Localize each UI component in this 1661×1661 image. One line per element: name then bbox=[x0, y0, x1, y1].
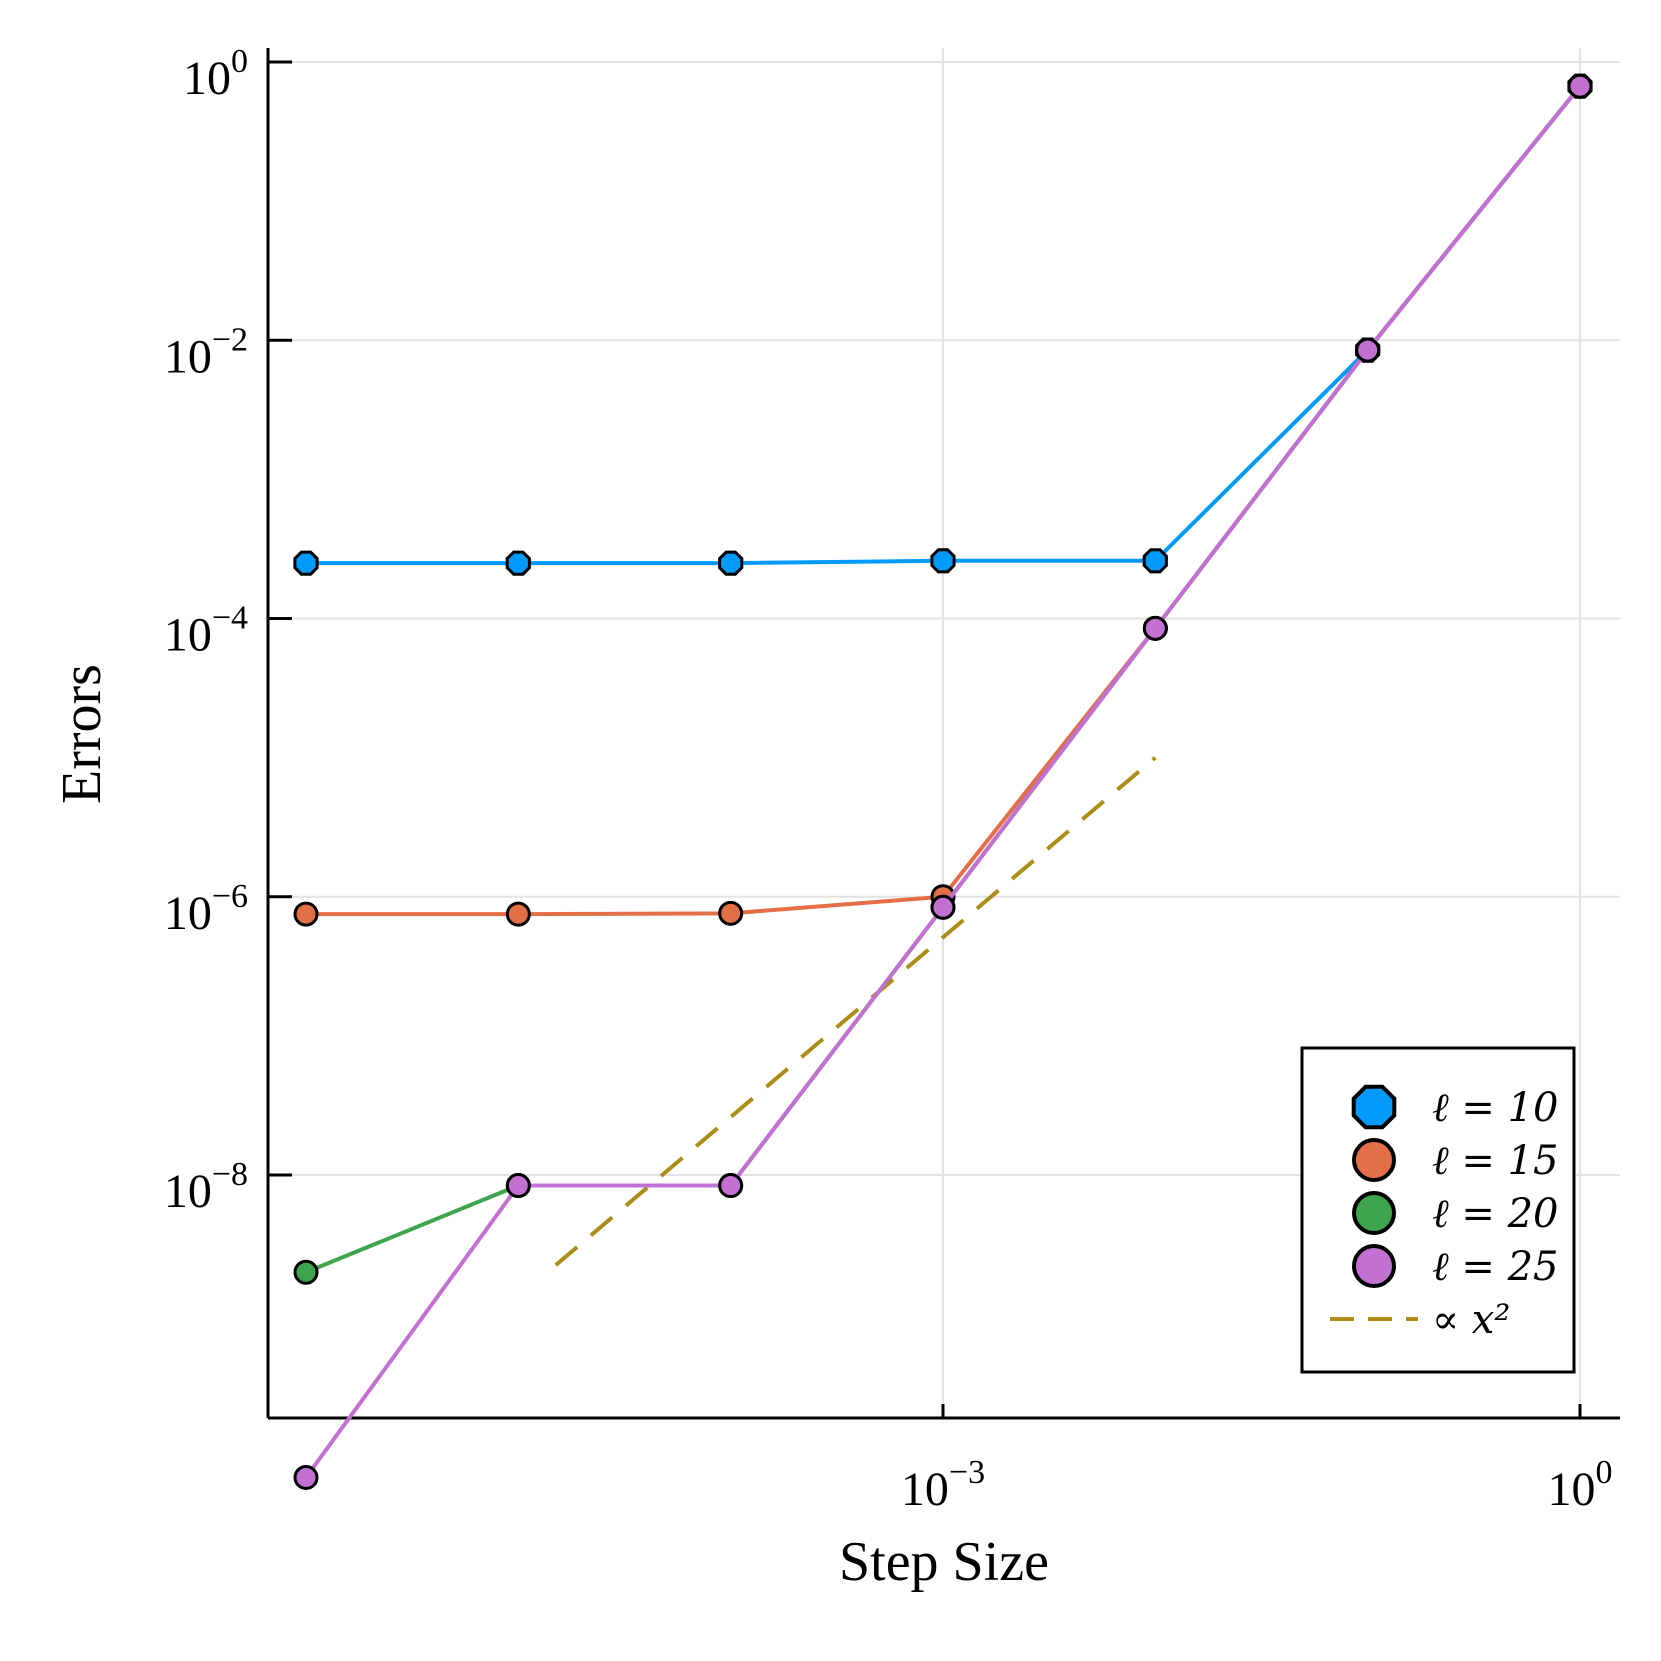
y-tick-label: 10−2 bbox=[164, 321, 248, 383]
legend-marker bbox=[1351, 1084, 1397, 1130]
legend-label: ℓ = 20 bbox=[1432, 1191, 1559, 1237]
legend-label: ℓ = 10 bbox=[1432, 1085, 1559, 1131]
y-tick-label: 100 bbox=[183, 43, 248, 105]
data-point bbox=[930, 548, 956, 574]
series-group bbox=[293, 73, 1593, 1490]
data-point bbox=[1142, 615, 1168, 641]
legend-marker bbox=[1352, 1244, 1396, 1288]
data-point bbox=[930, 894, 956, 920]
legend-label: ℓ = 15 bbox=[1432, 1138, 1559, 1184]
ticks bbox=[268, 60, 1582, 1418]
x-axis-label: Step Size bbox=[839, 1531, 1049, 1593]
data-point bbox=[1567, 73, 1593, 99]
data-point bbox=[505, 550, 531, 576]
reference-line bbox=[554, 756, 1157, 1267]
legend-label: ℓ = 25 bbox=[1432, 1244, 1559, 1290]
data-point bbox=[293, 901, 319, 927]
x-tick-label: 10−3 bbox=[901, 1454, 985, 1516]
legend-label: ∝ x² bbox=[1432, 1297, 1510, 1343]
data-point bbox=[505, 1173, 531, 1199]
data-point bbox=[1142, 548, 1168, 574]
data-point bbox=[505, 901, 531, 927]
y-tick-label: 10−4 bbox=[164, 600, 248, 662]
legend-marker bbox=[1352, 1138, 1396, 1182]
reference-line-group bbox=[554, 756, 1157, 1267]
series-4 bbox=[293, 73, 1593, 1490]
tick-labels: 10−3 100 100 10−2 10−4 10−6 10−8 bbox=[164, 43, 1613, 1516]
y-tick-label: 10−8 bbox=[164, 1156, 248, 1218]
data-point bbox=[293, 550, 319, 576]
data-point bbox=[293, 1464, 319, 1490]
legend: ℓ = 10 ℓ = 15 ℓ = 20 ℓ = 25 ∝ x² bbox=[1300, 1046, 1576, 1374]
data-point bbox=[1355, 337, 1381, 363]
data-point bbox=[293, 1259, 319, 1285]
legend-marker bbox=[1352, 1191, 1396, 1235]
data-point bbox=[718, 900, 744, 926]
y-axis-label: Errors bbox=[51, 664, 113, 804]
data-point bbox=[718, 550, 744, 576]
data-point bbox=[718, 1173, 744, 1199]
y-tick-label: 10−6 bbox=[164, 878, 248, 940]
x-tick-label: 100 bbox=[1548, 1454, 1613, 1516]
